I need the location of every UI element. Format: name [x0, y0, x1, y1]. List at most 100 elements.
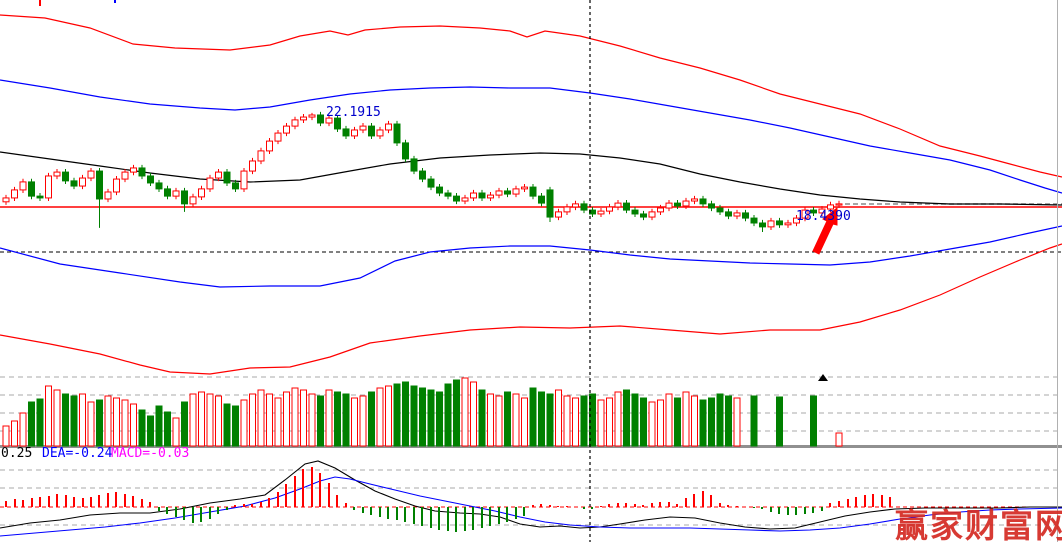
volume-bar: [36, 398, 44, 447]
volume-bar: [453, 379, 460, 447]
candle-body: [36, 195, 44, 199]
candle-body: [419, 170, 426, 180]
candle-body: [504, 190, 511, 195]
candle-body: [818, 208, 826, 214]
volume-bar: [640, 397, 647, 447]
candle-body: [19, 181, 27, 191]
candle-body: [512, 188, 520, 195]
volume-bar: [232, 405, 239, 447]
candle-body: [121, 171, 129, 180]
candle-body: [546, 189, 554, 218]
candle-body: [393, 123, 401, 144]
volume-bar: [529, 387, 537, 447]
candle-body: [580, 203, 588, 211]
volume-bar: [393, 383, 401, 447]
candle-body: [623, 202, 630, 211]
candle-body: [79, 177, 86, 187]
volume-bar: [223, 403, 231, 447]
volume-bar: [657, 399, 664, 447]
volume-bar: [266, 393, 273, 447]
volume-bar: [478, 389, 486, 447]
candle-body: [640, 213, 647, 218]
candle-body: [427, 178, 435, 188]
candle-body: [385, 123, 392, 131]
volume-bar: [436, 391, 443, 447]
volume-bar: [546, 393, 554, 447]
volume-bar: [113, 397, 120, 447]
candle-body: [801, 209, 809, 219]
volume-bar: [776, 396, 783, 447]
candle-body: [725, 211, 732, 217]
candle-body: [835, 203, 843, 206]
volume-bar: [283, 391, 290, 447]
volume-bar: [19, 412, 27, 447]
volume-bar: [572, 397, 579, 447]
candle-body: [334, 117, 341, 130]
watermark: 赢家财富网: [895, 507, 1062, 542]
candle-body: [555, 211, 562, 218]
volume-bar: [725, 395, 732, 447]
volume-bar: [419, 387, 426, 447]
band-line-lower-red: [0, 243, 1062, 375]
volume-bar: [750, 395, 758, 447]
volume-bar: [674, 397, 681, 447]
volume-bar: [470, 381, 477, 447]
volume-bar: [317, 395, 324, 447]
candle-body: [402, 142, 409, 160]
candle-body: [28, 181, 35, 197]
candle-body: [631, 209, 639, 215]
candle-body: [716, 207, 724, 213]
band-line-upper-blue: [0, 79, 1062, 194]
dea-value-label: DEA=-0.24: [42, 446, 113, 461]
candle-body: [206, 177, 214, 190]
volume-bar: [580, 395, 588, 447]
candle-body: [11, 189, 18, 199]
volume-bar: [164, 411, 171, 447]
candle-body: [240, 170, 248, 190]
candle-body: [827, 204, 834, 210]
candle-body: [708, 203, 715, 209]
volume-bar: [342, 393, 350, 447]
volume-bar: [138, 409, 146, 447]
volume-bar: [70, 395, 78, 447]
candle-body: [733, 212, 741, 217]
candle-body: [351, 129, 358, 137]
candle-body: [232, 182, 239, 190]
volume-bar: [96, 399, 103, 447]
candle-body: [784, 222, 792, 226]
candle-body: [189, 196, 197, 205]
volume-bar: [274, 397, 282, 447]
volume-bar: [665, 393, 673, 447]
candle-body: [682, 200, 690, 207]
volume-bar: [368, 391, 375, 447]
candle-body: [478, 192, 486, 199]
candle-body: [104, 191, 112, 200]
volume-bar: [257, 389, 265, 447]
volume-bar: [614, 391, 622, 447]
candle-body: [453, 195, 460, 202]
candle-body: [249, 160, 256, 172]
volume-bar: [733, 397, 741, 447]
volume-bar: [402, 381, 409, 447]
candle-body: [742, 212, 749, 219]
volume-bar: [835, 432, 843, 447]
candle-body: [572, 203, 579, 208]
volume-bar: [2, 425, 10, 447]
volume-bar: [87, 401, 95, 447]
volume-marker-triangle-icon: [818, 374, 828, 381]
candle-body: [461, 197, 469, 202]
candle-body: [376, 129, 384, 137]
band-line-middle-black: [0, 151, 1062, 206]
candle-body: [87, 170, 95, 179]
candle-body: [699, 198, 707, 205]
candle-body: [529, 186, 537, 197]
candle-body: [470, 192, 477, 199]
candle-body: [62, 171, 69, 182]
last-price-label: 18.4390: [796, 209, 851, 224]
volume-bar: [147, 415, 154, 447]
volume-bar: [325, 389, 333, 447]
volume-bar: [708, 397, 715, 447]
candle-body: [776, 220, 783, 226]
candle-body: [113, 178, 120, 193]
